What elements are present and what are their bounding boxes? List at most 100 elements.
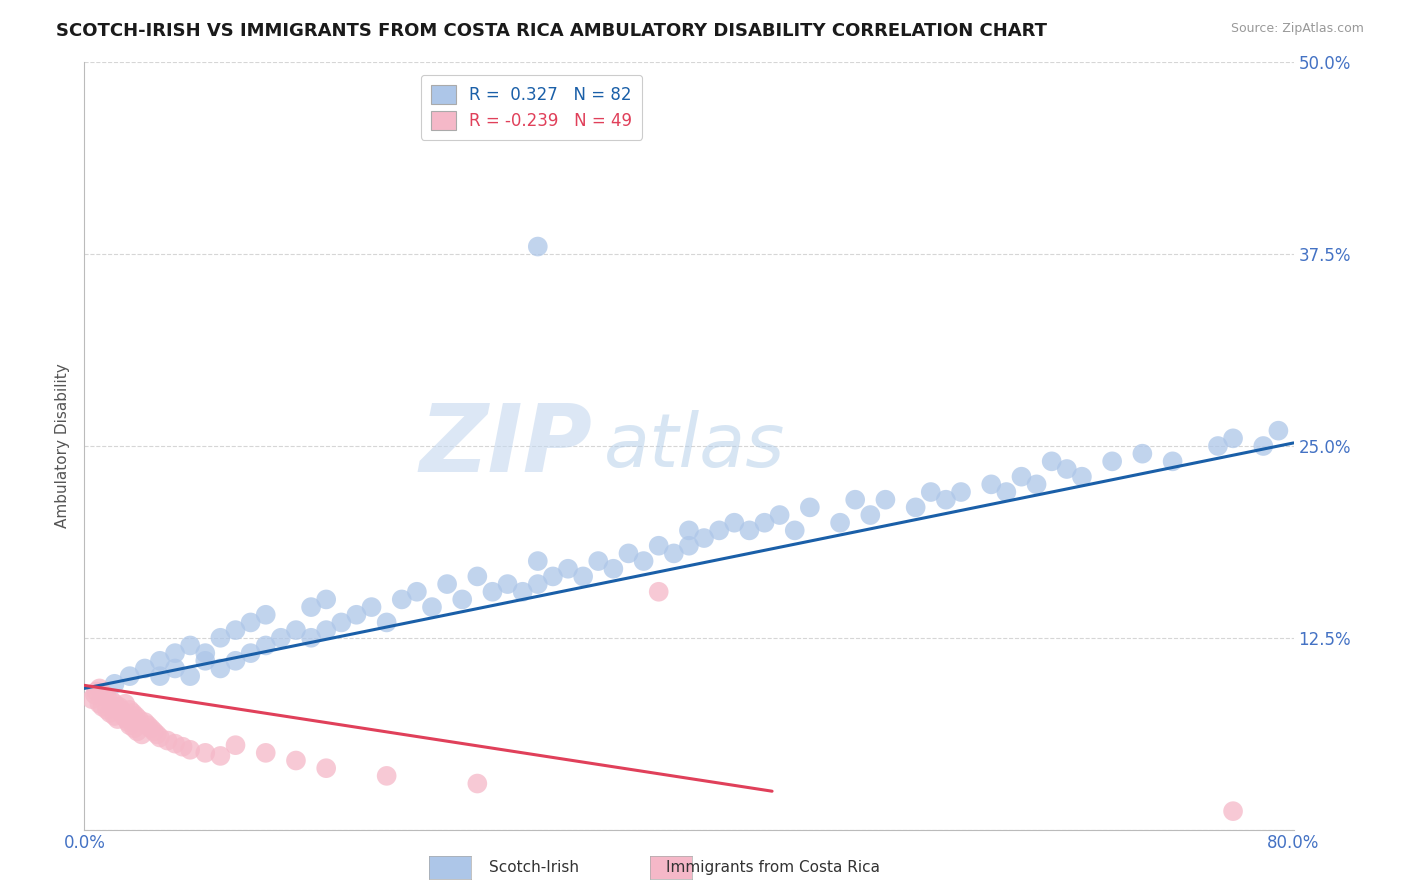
Point [420,600,443,615]
Point [209,631,232,645]
Point [239,646,262,660]
Point [179,639,201,653]
Point [86,684,108,698]
Point [299,631,322,645]
Point [527,554,550,568]
Point [118,718,141,732]
Point [225,654,247,668]
Point [146,727,169,741]
Point [114,697,136,711]
Point [179,743,201,757]
Point [209,748,232,763]
Point [557,562,579,576]
Point [391,592,413,607]
Legend: R =  0.327   N = 82, R = -0.239   N = 49: R = 0.327 N = 82, R = -0.239 N = 49 [420,75,643,140]
Point [89,681,111,696]
Point [662,546,685,560]
Point [139,721,162,735]
Point [107,712,129,726]
Point [738,524,761,538]
Point [904,500,927,515]
Point [149,654,172,668]
Point [980,477,1002,491]
Point [693,531,716,545]
Point [104,697,127,711]
Text: SCOTCH-IRISH VS IMMIGRANTS FROM COSTA RICA AMBULATORY DISABILITY CORRELATION CHA: SCOTCH-IRISH VS IMMIGRANTS FROM COSTA RI… [56,22,1047,40]
Point [496,577,519,591]
Point [172,739,194,754]
Text: Scotch-Irish: Scotch-Irish [489,860,579,874]
Point [1011,469,1033,483]
Point [156,733,179,747]
Point [1130,447,1153,461]
Point [108,699,131,714]
Point [89,697,111,711]
Point [950,485,973,500]
Point [648,539,671,553]
Point [254,607,277,622]
Point [467,569,489,583]
Point [1101,454,1123,468]
Point [285,754,308,768]
Point [588,554,610,568]
Text: atlas: atlas [605,410,786,482]
Point [104,709,127,723]
Point [512,584,534,599]
Point [572,569,595,583]
Point [225,738,247,752]
Point [406,584,429,599]
Point [194,654,217,668]
Point [1025,477,1047,491]
Point [96,690,118,705]
Point [91,699,114,714]
Point [112,709,135,723]
Point [678,539,700,553]
Point [481,584,503,599]
Point [149,731,172,745]
Point [254,639,277,653]
Point [209,661,232,675]
Point [121,706,143,720]
Point [541,569,564,583]
Point [270,631,292,645]
Point [80,692,103,706]
Point [118,703,141,717]
Point [84,688,107,702]
Point [165,646,187,660]
Point [239,615,262,630]
Point [467,776,489,790]
Point [1222,431,1244,445]
Point [194,646,217,660]
Point [1056,462,1078,476]
Point [375,615,398,630]
Point [844,492,866,507]
Point [1206,439,1229,453]
Point [602,562,624,576]
Point [127,724,149,739]
Text: Source: ZipAtlas.com: Source: ZipAtlas.com [1230,22,1364,36]
Point [194,746,217,760]
Point [346,607,368,622]
Point [315,592,337,607]
Point [1267,424,1289,438]
Point [115,712,138,726]
Point [330,615,353,630]
Point [98,706,121,720]
Point [225,623,247,637]
Point [875,492,897,507]
Point [104,677,127,691]
Point [617,546,640,560]
Point [1071,469,1094,483]
Point [799,500,821,515]
Point [299,600,322,615]
Point [527,577,550,591]
Point [165,661,187,675]
Point [709,524,731,538]
Point [1253,439,1275,453]
Point [131,727,153,741]
Point [633,554,655,568]
Point [1040,454,1063,468]
Point [142,724,165,739]
Point [360,600,382,615]
Point [648,584,671,599]
